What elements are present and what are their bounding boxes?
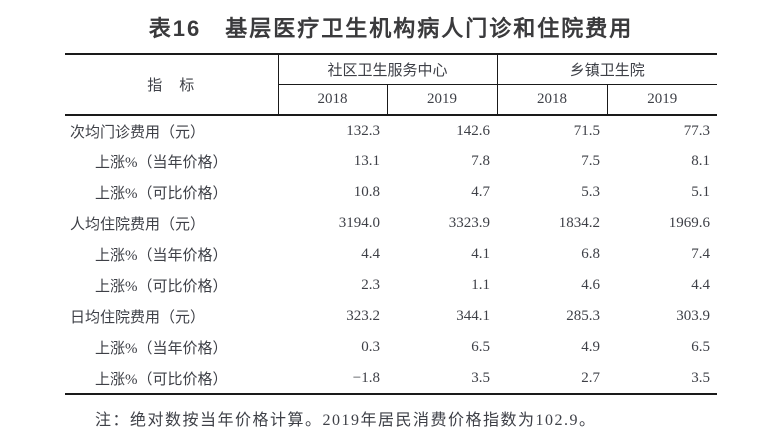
value-cell: 2.3: [361, 277, 380, 293]
value-cell: 142.6: [456, 122, 491, 139]
table-row: 上涨%（当年价格） 4.4 4.1 6.8 7.4: [65, 239, 717, 270]
value-cell: 10.8: [353, 184, 380, 200]
value-cell: −1.8: [352, 369, 380, 386]
indicator-label: 上涨%（当年价格）: [95, 248, 228, 264]
value-cell: 3.5: [691, 369, 711, 386]
value-cell: 0.3: [361, 339, 380, 355]
value-cell: 7.8: [471, 153, 491, 169]
header-indicator: 指 标: [65, 54, 279, 115]
header-year-township-2018: 2018: [497, 84, 608, 115]
value-cell: 4.6: [581, 277, 601, 293]
value-cell: 323.2: [346, 308, 380, 324]
indicator-label: 人均住院费用（元）: [70, 217, 206, 233]
value-cell: 344.1: [456, 308, 491, 324]
value-cell: 4.9: [581, 339, 601, 355]
value-cell: 1969.6: [668, 215, 711, 231]
table-row: 日均住院费用（元） 323.2 344.1 285.3 303.9: [65, 301, 717, 332]
table-row: 上涨%（可比价格） 10.8 4.7 5.3 5.1: [65, 177, 717, 208]
indicator-label: 上涨%（当年价格）: [95, 341, 228, 357]
header-group-row: 指 标 社区卫生服务中心 乡镇卫生院: [65, 54, 718, 115]
value-cell: 4.7: [471, 184, 491, 200]
header-year-row: 2018 2019 2018 2019: [65, 84, 717, 115]
value-cell: 6.5: [471, 339, 491, 355]
value-cell: 2.7: [581, 369, 601, 386]
value-cell: 5.3: [581, 184, 601, 200]
value-cell: 4.1: [471, 246, 491, 262]
value-cell: 8.1: [691, 153, 711, 169]
value-cell: 3.5: [471, 369, 491, 386]
value-cell: 1834.2: [558, 215, 601, 231]
value-cell: 3194.0: [338, 215, 380, 231]
header-year-township-2019: 2019: [647, 90, 678, 107]
value-cell: 6.8: [581, 246, 601, 262]
table-row: 次均门诊费用（元） 132.3 142.6 71.5 77.3: [65, 115, 717, 146]
value-cell: 71.5: [573, 122, 601, 139]
value-cell: 6.5: [691, 339, 711, 355]
title-bar: 表16 基层医疗卫生机构病人门诊和住院费用: [0, 0, 782, 53]
table-row: 上涨%（当年价格） 0.3 6.5 4.9 6.5: [65, 332, 717, 363]
table-row: 上涨%（可比价格） 2.3 1.1 4.6 4.4: [65, 270, 717, 301]
value-cell: 132.3: [346, 122, 380, 139]
value-cell: 303.9: [676, 308, 711, 324]
table-header: 指 标 社区卫生服务中心 乡镇卫生院 2018 2019 2018 2019: [65, 54, 718, 115]
indicator-label: 上涨%（当年价格）: [95, 155, 228, 171]
table-row: 人均住院费用（元） 3194.0 3323.9 1834.2 1969.6: [65, 208, 717, 239]
value-cell: 4.4: [691, 277, 711, 293]
table-row: 上涨%（当年价格） 13.1 7.8 7.5 8.1: [65, 146, 717, 177]
value-cell: 77.3: [683, 122, 711, 139]
indicator-label: 上涨%（可比价格）: [95, 371, 228, 388]
header-year-community-2019: 2019: [387, 84, 498, 115]
table-note: 注：绝对数按当年价格计算。2019年居民消费价格指数为102.9。: [95, 412, 597, 429]
value-cell: 13.1: [353, 153, 380, 169]
value-cell: 285.3: [566, 308, 601, 324]
value-cell: 1.1: [471, 277, 491, 293]
indicator-label: 日均住院费用（元）: [70, 310, 206, 326]
value-cell: 7.5: [581, 153, 601, 169]
table-row: 上涨%（可比价格） −1.8 3.5 2.7 3.5: [65, 363, 717, 394]
header-year-community-2018: 2018: [278, 84, 388, 115]
statistics-table: 指 标 社区卫生服务中心 乡镇卫生院 2018 2019 2018 2019 次…: [65, 53, 718, 395]
value-cell: 3323.9: [448, 215, 491, 231]
table-body: 次均门诊费用（元） 132.3 142.6 71.5 77.3 上涨%（当年价格…: [65, 115, 717, 394]
header-group-township: 乡镇卫生院: [497, 54, 718, 85]
value-cell: 5.1: [691, 184, 711, 200]
indicator-label: 上涨%（可比价格）: [95, 279, 228, 295]
value-cell: 4.4: [361, 246, 380, 262]
indicator-label: 上涨%（可比价格）: [95, 186, 228, 202]
header-group-community: 社区卫生服务中心: [278, 54, 498, 85]
table-title: 表16 基层医疗卫生机构病人门诊和住院费用: [148, 15, 634, 41]
value-cell: 7.4: [691, 246, 711, 262]
indicator-label: 次均门诊费用（元）: [70, 124, 206, 141]
